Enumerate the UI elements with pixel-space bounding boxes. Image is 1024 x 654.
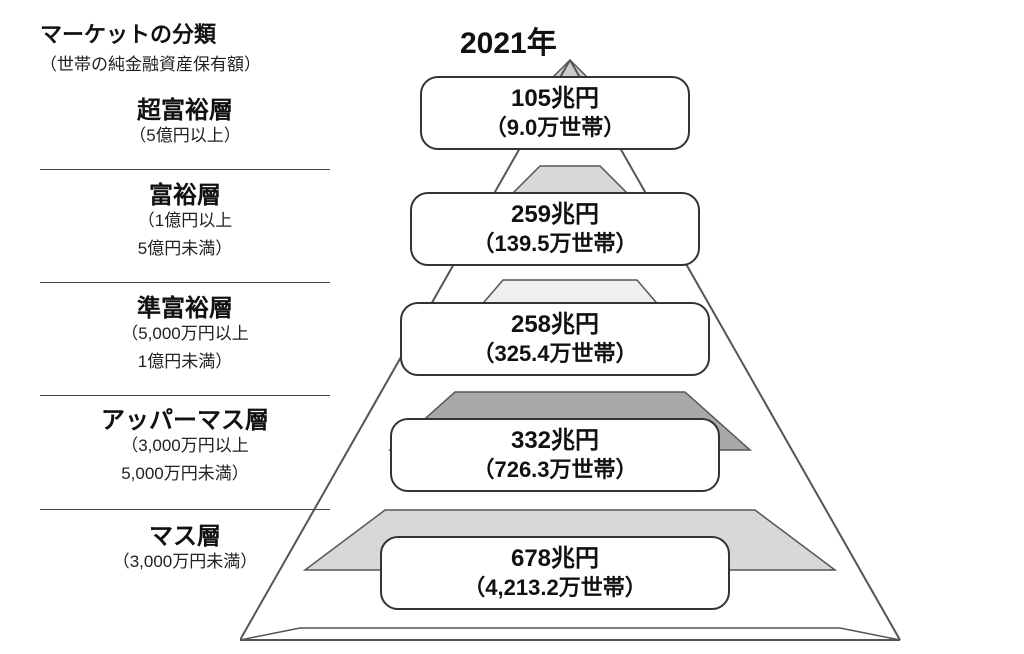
tier-title: マス層 <box>40 516 330 551</box>
infographic-container: 2021年 マーケットの分類 （世帯の純金融資産保有額） 超富裕層 （5億円以上… <box>0 0 1024 654</box>
tier-label-4: アッパーマス層 （3,000万円以上 5,000万円未満） <box>40 400 330 510</box>
tier-label-5: マス層 （3,000万円未満） <box>40 516 330 579</box>
households-value: （726.3万世帯） <box>412 456 698 484</box>
households-value: （4,213.2万世帯） <box>402 574 708 602</box>
tier-label-3: 準富裕層 （5,000万円以上 1億円未満） <box>40 288 330 396</box>
tier-title: アッパーマス層 <box>40 400 330 435</box>
households-value: （9.0万世帯） <box>442 114 668 142</box>
value-box-2: 259兆円 （139.5万世帯） <box>410 192 700 266</box>
value-box-3: 258兆円 （325.4万世帯） <box>400 302 710 376</box>
tier-sub: （3,000万円未満） <box>40 551 330 573</box>
tier-sub2: 1億円未満） <box>40 351 330 373</box>
assets-value: 105兆円 <box>442 84 668 114</box>
value-box-4: 332兆円 （726.3万世帯） <box>390 418 720 492</box>
tier-sub1: （1億円以上 <box>40 210 330 232</box>
tier-sub: （5億円以上） <box>40 125 330 147</box>
tier-label-2: 富裕層 （1億円以上 5億円未満） <box>40 175 330 283</box>
households-value: （139.5万世帯） <box>432 230 678 258</box>
left-header: マーケットの分類 （世帯の純金融資産保有額） <box>40 22 340 75</box>
tier-sub1: （5,000万円以上 <box>40 323 330 345</box>
tier-title: 富裕層 <box>40 175 330 210</box>
tier-sub1: （3,000万円以上 <box>40 435 330 457</box>
value-box-5: 678兆円 （4,213.2万世帯） <box>380 536 730 610</box>
assets-value: 258兆円 <box>422 310 688 340</box>
tier-label-1: 超富裕層 （5億円以上） <box>40 90 330 170</box>
value-box-1: 105兆円 （9.0万世帯） <box>420 76 690 150</box>
tier-title: 超富裕層 <box>40 90 330 125</box>
assets-value: 332兆円 <box>412 426 698 456</box>
assets-value: 678兆円 <box>402 544 708 574</box>
classification-title: マーケットの分類 <box>40 22 340 48</box>
tier-sub2: 5,000万円未満） <box>40 463 330 485</box>
classification-subtitle: （世帯の純金融資産保有額） <box>40 50 340 75</box>
year-header: 2021年 <box>460 18 557 62</box>
assets-value: 259兆円 <box>432 200 678 230</box>
tier-sub2: 5億円未満） <box>40 238 330 260</box>
households-value: （325.4万世帯） <box>422 340 688 368</box>
tier-title: 準富裕層 <box>40 288 330 323</box>
